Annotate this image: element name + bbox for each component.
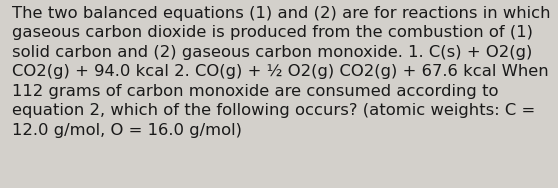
Text: The two balanced equations (1) and (2) are for reactions in which
gaseous carbon: The two balanced equations (1) and (2) a… (12, 6, 551, 138)
